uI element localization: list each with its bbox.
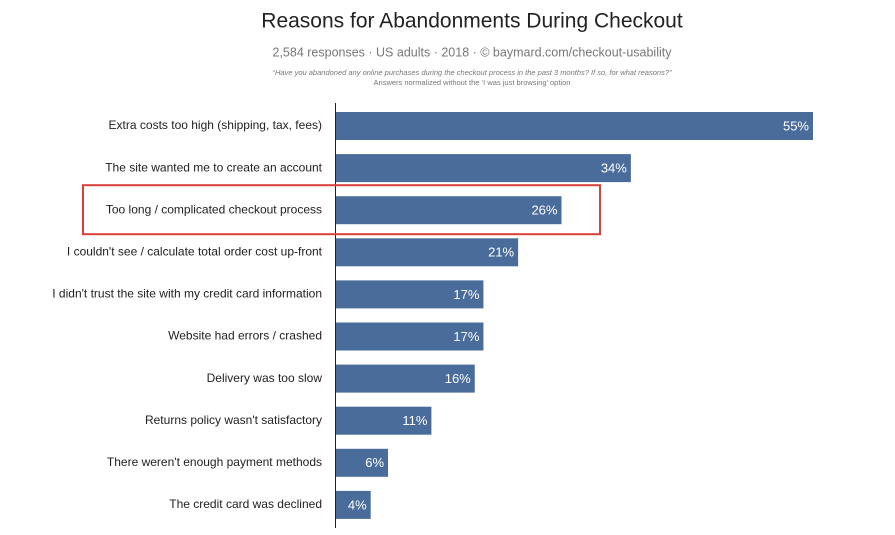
value-label: 6% (365, 455, 384, 470)
bar (336, 406, 432, 435)
value-label: 11% (402, 413, 427, 428)
category-label: I didn't trust the site with my credit c… (52, 287, 322, 301)
value-label: 34% (601, 161, 627, 176)
value-label: 17% (453, 329, 479, 344)
category-label: I couldn't see / calculate total order c… (67, 244, 323, 258)
category-label: Website had errors / crashed (168, 329, 322, 343)
bar (336, 196, 562, 225)
category-label: There weren't enough payment methods (107, 455, 322, 469)
bar (336, 280, 484, 309)
category-label: Too long / complicated checkout process (106, 202, 322, 216)
bar (336, 112, 813, 140)
chart-subtitle: 2,584 responses · US adults · 2018 · © b… (273, 45, 673, 59)
bar (336, 364, 475, 393)
category-label: Extra costs too high (shipping, tax, fee… (109, 118, 322, 132)
value-label: 55% (783, 118, 809, 133)
chart-note: “Have you abandoned any online purchases… (273, 68, 672, 77)
bar (336, 238, 519, 267)
value-label: 21% (488, 245, 514, 260)
category-label: The site wanted me to create an account (105, 160, 322, 174)
bar (336, 322, 484, 351)
value-label: 16% (445, 371, 471, 386)
bar (336, 154, 631, 183)
category-label: Returns policy wasn't satisfactory (145, 413, 322, 427)
category-label: The credit card was declined (169, 497, 322, 511)
chart-note: Answers normalized without the ‘I was ju… (374, 78, 571, 87)
highlight-box (82, 184, 601, 236)
bar (336, 490, 371, 519)
value-label: 4% (348, 497, 367, 512)
value-label: 26% (531, 203, 557, 218)
category-label: Delivery was too slow (207, 371, 323, 385)
value-label: 17% (453, 287, 479, 302)
chart-title: Reasons for Abandonments During Checkout (261, 10, 683, 33)
bar (336, 448, 389, 477)
